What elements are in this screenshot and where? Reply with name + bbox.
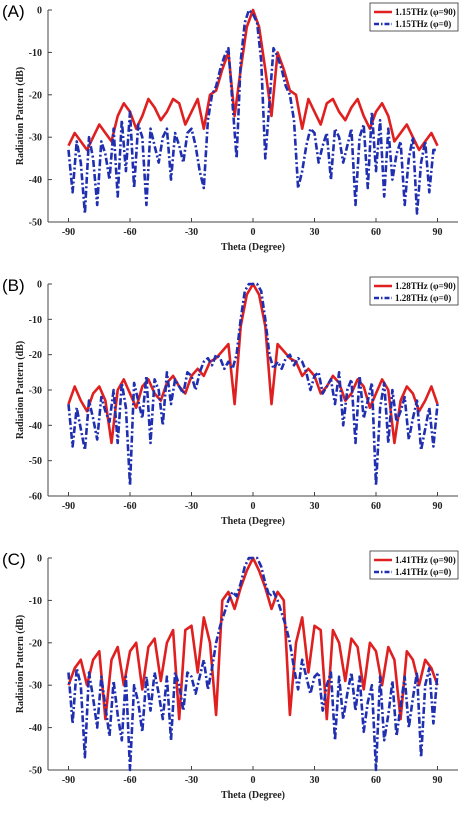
x-tick-label: 0 bbox=[251, 227, 256, 238]
legend-label: 1.28THz (φ=0) bbox=[395, 293, 451, 303]
x-tick-label: -90 bbox=[62, 227, 75, 238]
legend-label: 1.41THz (φ=90) bbox=[395, 555, 456, 565]
y-tick-label: -40 bbox=[29, 421, 42, 432]
chart-panel-b: -90 -60 -30 0 30 60 90 0 -10 -20 -30 -40 -50 -60 Theta… bbox=[0, 274, 474, 548]
y-tick-label: -20 bbox=[29, 638, 42, 649]
y-tick-label: -20 bbox=[29, 90, 42, 101]
x-tick-label: -90 bbox=[62, 775, 75, 786]
x-tick-label: 90 bbox=[433, 501, 443, 512]
chart-panel-c: -90 -60 -30 0 30 60 90 0 -10 -20 -30 -40 -50 Theta (D… bbox=[0, 548, 474, 822]
y-tick-label: -60 bbox=[29, 492, 42, 503]
y-tick-label: -30 bbox=[29, 386, 42, 397]
x-tick-label: 90 bbox=[433, 775, 443, 786]
x-tick-label: 60 bbox=[371, 775, 381, 786]
y-tick-label: -10 bbox=[29, 315, 42, 326]
legend-label: 1.28THz (φ=90) bbox=[395, 281, 456, 291]
y-tick-label: -40 bbox=[29, 723, 42, 734]
x-tick-label: -30 bbox=[185, 501, 198, 512]
x-tick-label: 0 bbox=[251, 501, 256, 512]
legend-box bbox=[369, 276, 459, 306]
y-axis-title: Radiation Pattern (dB) bbox=[15, 67, 26, 165]
x-tick-label: -90 bbox=[62, 501, 75, 512]
x-tick-label: -30 bbox=[185, 775, 198, 786]
x-tick-label: -60 bbox=[123, 775, 136, 786]
series-line-phi0 bbox=[67, 8, 438, 215]
x-tick-label: 60 bbox=[371, 501, 381, 512]
y-tick-label: 0 bbox=[37, 6, 42, 17]
series-line-phi0 bbox=[67, 556, 439, 772]
y-tick-label: -50 bbox=[29, 456, 42, 467]
y-axis-title: Radiation Pattern (dB) bbox=[15, 615, 26, 713]
y-tick-label: 0 bbox=[37, 554, 42, 565]
x-tick-label: -60 bbox=[123, 227, 136, 238]
y-axis-title: Radiation Pattern (dB) bbox=[15, 341, 26, 439]
legend-box bbox=[369, 2, 459, 32]
chart-panel-a: -90 -60 -30 0 30 60 90 0 -10 -20 -30 -40 -50 Theta (D… bbox=[0, 0, 474, 274]
legend: 1.28THz (φ=90) 1.28THz (φ=0) bbox=[369, 276, 459, 306]
y-tick-label: 0 bbox=[37, 280, 42, 291]
x-tick-label: 0 bbox=[251, 775, 256, 786]
y-tick-label: -50 bbox=[29, 218, 42, 229]
series-line-phi90 bbox=[67, 282, 439, 445]
chart-b: -90 -60 -30 0 30 60 90 0 -10 -20 -30 -40 -50 -60 Theta… bbox=[15, 276, 459, 527]
panel-label: (C) bbox=[2, 550, 26, 569]
series-line-phi0 bbox=[67, 282, 439, 487]
y-tick-label: -50 bbox=[29, 766, 42, 777]
x-tick-label: 30 bbox=[310, 227, 320, 238]
y-tick-label: -10 bbox=[29, 596, 42, 607]
chart-a: -90 -60 -30 0 30 60 90 0 -10 -20 -30 -40 -50 Theta (D… bbox=[15, 2, 459, 253]
x-axis-title: Theta (Degree) bbox=[221, 242, 285, 253]
x-tick-label: 60 bbox=[371, 227, 381, 238]
x-tick-label: 30 bbox=[310, 775, 320, 786]
x-axis-title: Theta (Degree) bbox=[221, 790, 285, 801]
y-tick-label: -30 bbox=[29, 681, 42, 692]
y-tick-label: -20 bbox=[29, 350, 42, 361]
panel-label: (B) bbox=[2, 276, 25, 295]
x-tick-label: -30 bbox=[185, 227, 198, 238]
legend: 1.41THz (φ=90) 1.41THz (φ=0) bbox=[369, 550, 459, 580]
legend-box bbox=[369, 550, 459, 580]
y-tick-label: -40 bbox=[29, 175, 42, 186]
legend: 1.15THz (φ=90) 1.15THz (φ=0) bbox=[369, 2, 459, 32]
x-tick-label: 30 bbox=[310, 501, 320, 512]
y-tick-label: -10 bbox=[29, 48, 42, 59]
legend-label: 1.15THz (φ=90) bbox=[395, 7, 456, 17]
x-tick-label: -60 bbox=[123, 501, 136, 512]
x-tick-label: 90 bbox=[433, 227, 443, 238]
legend-label: 1.41THz (φ=0) bbox=[395, 567, 451, 577]
y-tick-label: -30 bbox=[29, 133, 42, 144]
panel-label: (A) bbox=[2, 2, 25, 21]
chart-c: -90 -60 -30 0 30 60 90 0 -10 -20 -30 -40 -50 Theta (D… bbox=[15, 550, 459, 801]
x-axis-title: Theta (Degree) bbox=[221, 516, 285, 527]
legend-label: 1.15THz (φ=0) bbox=[395, 19, 451, 29]
